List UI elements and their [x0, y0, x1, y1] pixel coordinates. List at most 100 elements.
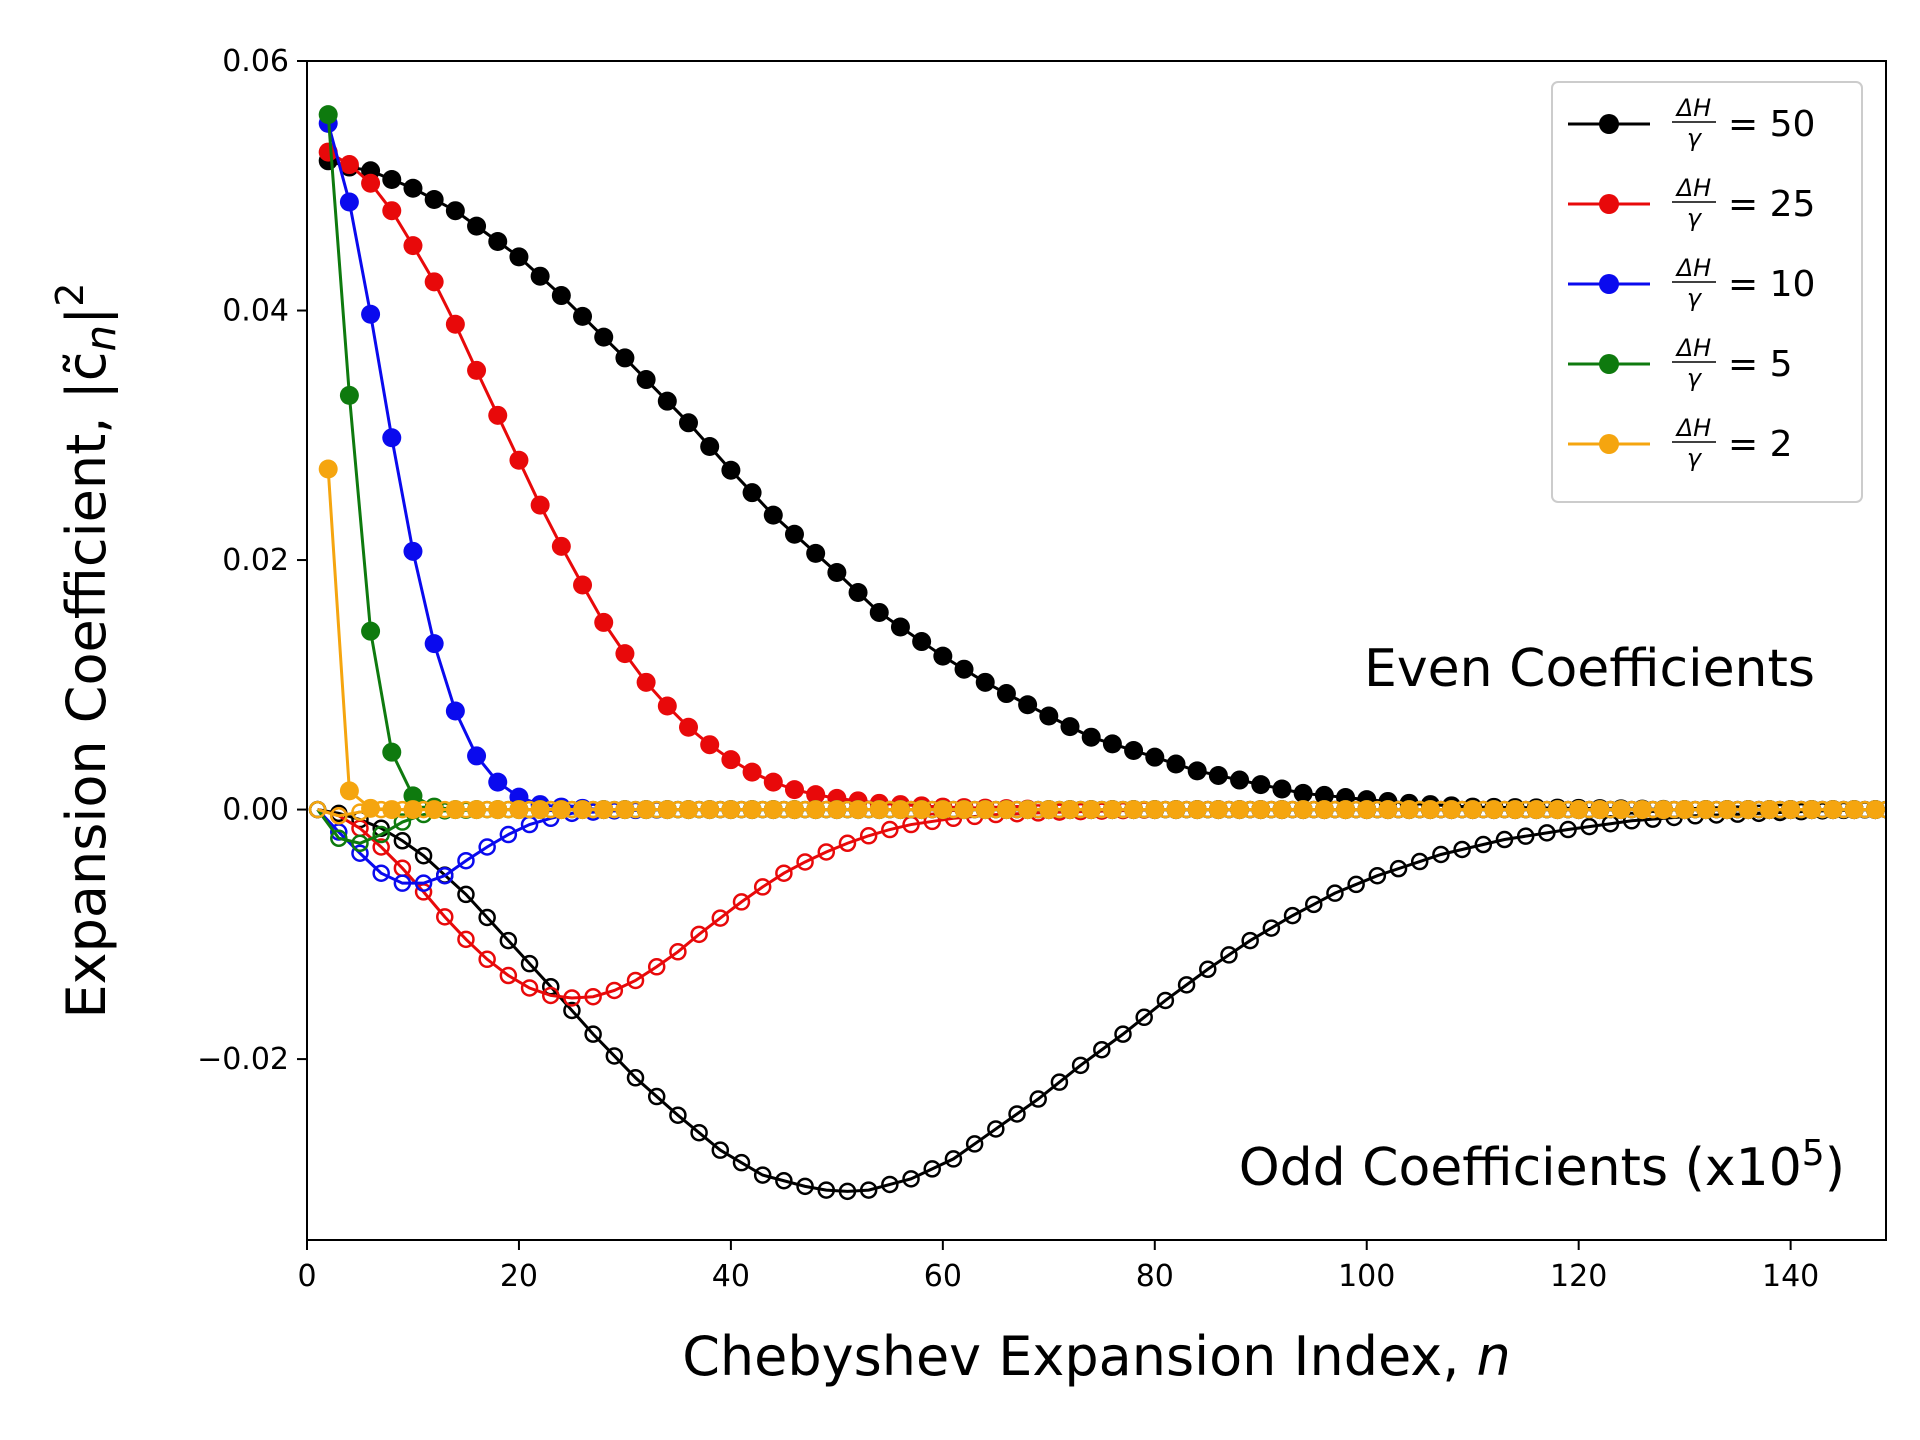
even-point — [424, 800, 444, 820]
even-point — [1399, 800, 1419, 820]
odd-point — [796, 853, 814, 871]
odd-point — [817, 1181, 836, 1199]
even-point — [1272, 779, 1292, 799]
even-point — [1187, 761, 1207, 781]
even-point — [615, 644, 635, 664]
annotation-odd-tail: ) — [1825, 1138, 1845, 1198]
even-point — [424, 189, 444, 209]
even-point — [530, 800, 550, 820]
odd-point — [711, 909, 730, 927]
x-tick-label: 60 — [924, 1259, 962, 1294]
even-point — [657, 391, 677, 411]
legend-fraction-denominator: γ — [1687, 124, 1703, 152]
annotation-odd-superscript: 5 — [1802, 1133, 1825, 1174]
odd-point — [1241, 931, 1259, 950]
even-point — [551, 286, 571, 306]
even-point — [1081, 727, 1101, 747]
even-point — [382, 170, 402, 190]
even-point — [1230, 800, 1250, 820]
even-point — [1187, 800, 1207, 820]
even-point — [869, 800, 889, 820]
x-axis-title-variable: n — [1477, 1325, 1511, 1388]
odd-point — [753, 1166, 772, 1184]
even-point — [1166, 800, 1186, 820]
even-point — [721, 800, 741, 820]
odd-point — [499, 966, 518, 985]
odd-point — [626, 1069, 645, 1087]
odd-point — [457, 930, 475, 949]
even-point — [1166, 754, 1186, 774]
even-point — [1314, 800, 1334, 820]
odd-point — [330, 829, 348, 848]
odd-point — [436, 908, 454, 926]
even-point — [933, 800, 953, 820]
even-point — [318, 459, 338, 479]
even-point — [975, 672, 995, 692]
even-point — [424, 634, 444, 654]
legend-fraction-numerator: ΔH — [1675, 254, 1711, 282]
even-point — [467, 216, 487, 236]
even-point — [1081, 800, 1101, 820]
even-point — [806, 800, 826, 820]
odd-point — [414, 846, 433, 865]
even-point — [403, 786, 423, 806]
even-point — [869, 602, 889, 622]
odd-point — [965, 1135, 984, 1153]
odd-point — [1495, 830, 1514, 849]
even-point — [975, 800, 995, 820]
even-point — [1526, 800, 1546, 820]
even-point — [1823, 800, 1843, 820]
y-tick-label: 0.02 — [222, 543, 289, 578]
even-point — [679, 717, 699, 737]
even-point — [827, 563, 847, 583]
even-point — [1018, 695, 1038, 715]
even-point — [1484, 800, 1504, 820]
x-axis-title: Chebyshev Expansion Index, n — [682, 1325, 1511, 1388]
even-point — [403, 236, 423, 256]
even-point — [1145, 800, 1165, 820]
legend-fraction-numerator: ΔH — [1675, 414, 1711, 442]
odd-point — [520, 979, 539, 997]
odd-point — [1304, 895, 1323, 914]
legend-item: ΔHγ = 10 — [1568, 254, 1815, 312]
y-axis-title-superscript: 2 — [48, 283, 92, 307]
odd-point — [1135, 1008, 1153, 1027]
odd-point — [372, 864, 390, 882]
odd-point — [944, 1150, 963, 1168]
even-point — [530, 495, 550, 515]
odd-point — [647, 958, 666, 976]
even-point — [1420, 800, 1440, 820]
even-point — [890, 800, 910, 820]
odd-point — [1389, 859, 1408, 878]
odd-point — [838, 834, 857, 853]
odd-point — [436, 866, 454, 885]
odd-point — [393, 874, 412, 892]
even-point — [509, 450, 529, 470]
even-point — [996, 800, 1016, 820]
even-point — [1124, 800, 1144, 820]
even-point — [742, 800, 762, 820]
even-point — [848, 582, 868, 602]
even-point — [912, 800, 932, 820]
legend-fraction-denominator: γ — [1687, 204, 1703, 232]
odd-point — [372, 838, 390, 856]
even-point — [594, 612, 614, 632]
odd-point — [1050, 1073, 1069, 1091]
even-point — [954, 800, 974, 820]
odd-point — [690, 925, 708, 944]
odd-point — [796, 1177, 814, 1196]
odd-point — [753, 878, 772, 896]
even-point — [784, 780, 804, 800]
even-point — [1208, 800, 1228, 820]
odd-point — [1008, 1105, 1026, 1123]
odd-point — [1474, 835, 1493, 854]
even-point — [1039, 800, 1059, 820]
legend-swatch-marker — [1599, 274, 1619, 294]
even-point — [657, 800, 677, 820]
legend-label: = 5 — [1728, 344, 1793, 385]
even-point — [551, 800, 571, 820]
odd-point — [881, 1175, 899, 1194]
odd-point — [1538, 824, 1556, 842]
even-point — [679, 413, 699, 433]
